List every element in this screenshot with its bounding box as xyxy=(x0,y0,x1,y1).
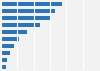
Bar xyxy=(1,9,55,13)
Bar xyxy=(1,65,6,69)
Bar xyxy=(1,16,50,20)
Bar xyxy=(1,30,28,34)
Bar xyxy=(1,2,62,6)
Bar xyxy=(1,44,14,48)
Bar xyxy=(1,51,10,55)
Bar xyxy=(1,58,7,62)
Bar xyxy=(1,23,40,27)
Bar xyxy=(1,37,19,41)
